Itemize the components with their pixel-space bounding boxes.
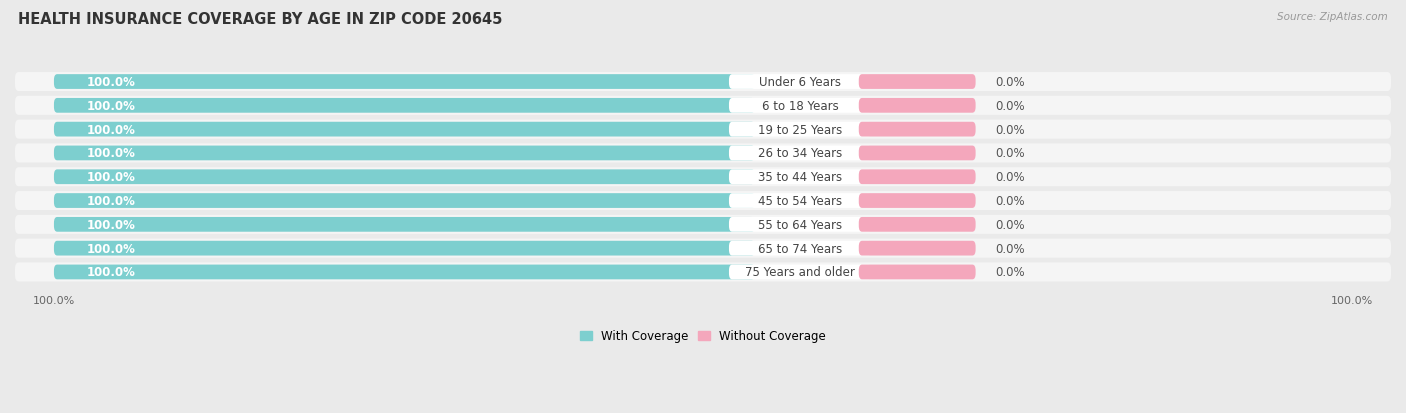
Text: 35 to 44 Years: 35 to 44 Years [758, 171, 842, 184]
FancyBboxPatch shape [728, 170, 872, 185]
FancyBboxPatch shape [15, 263, 1391, 282]
FancyBboxPatch shape [15, 144, 1391, 163]
Text: 0.0%: 0.0% [995, 100, 1025, 113]
FancyBboxPatch shape [728, 265, 872, 280]
Text: 100.0%: 100.0% [86, 242, 135, 255]
Text: 26 to 34 Years: 26 to 34 Years [758, 147, 842, 160]
FancyBboxPatch shape [728, 99, 872, 114]
FancyBboxPatch shape [53, 123, 755, 137]
Text: 100.0%: 100.0% [86, 100, 135, 113]
Text: 19 to 25 Years: 19 to 25 Years [758, 123, 842, 136]
Text: 6 to 18 Years: 6 to 18 Years [762, 100, 839, 113]
Text: Under 6 Years: Under 6 Years [759, 76, 841, 89]
FancyBboxPatch shape [728, 241, 872, 256]
Text: 0.0%: 0.0% [995, 242, 1025, 255]
FancyBboxPatch shape [728, 194, 872, 209]
Text: 0.0%: 0.0% [995, 147, 1025, 160]
FancyBboxPatch shape [728, 123, 872, 137]
FancyBboxPatch shape [728, 217, 872, 232]
FancyBboxPatch shape [859, 194, 976, 209]
FancyBboxPatch shape [15, 239, 1391, 258]
FancyBboxPatch shape [15, 192, 1391, 211]
FancyBboxPatch shape [15, 168, 1391, 187]
Text: 100.0%: 100.0% [86, 123, 135, 136]
Text: 0.0%: 0.0% [995, 218, 1025, 231]
Text: 0.0%: 0.0% [995, 266, 1025, 279]
Text: 45 to 54 Years: 45 to 54 Years [758, 195, 842, 208]
FancyBboxPatch shape [859, 217, 976, 232]
FancyBboxPatch shape [53, 170, 755, 185]
FancyBboxPatch shape [859, 170, 976, 185]
Text: 100.0%: 100.0% [86, 147, 135, 160]
FancyBboxPatch shape [859, 265, 976, 280]
FancyBboxPatch shape [15, 215, 1391, 234]
Text: 100.0%: 100.0% [86, 171, 135, 184]
FancyBboxPatch shape [53, 146, 755, 161]
Text: HEALTH INSURANCE COVERAGE BY AGE IN ZIP CODE 20645: HEALTH INSURANCE COVERAGE BY AGE IN ZIP … [18, 12, 503, 27]
Text: 100.0%: 100.0% [86, 218, 135, 231]
FancyBboxPatch shape [728, 75, 872, 90]
Text: 0.0%: 0.0% [995, 76, 1025, 89]
FancyBboxPatch shape [15, 120, 1391, 139]
Text: 65 to 74 Years: 65 to 74 Years [758, 242, 842, 255]
Text: 100.0%: 100.0% [86, 76, 135, 89]
FancyBboxPatch shape [53, 265, 755, 280]
FancyBboxPatch shape [15, 73, 1391, 92]
FancyBboxPatch shape [53, 217, 755, 232]
Text: 0.0%: 0.0% [995, 195, 1025, 208]
FancyBboxPatch shape [53, 75, 755, 90]
FancyBboxPatch shape [859, 123, 976, 137]
FancyBboxPatch shape [53, 241, 755, 256]
Text: 55 to 64 Years: 55 to 64 Years [758, 218, 842, 231]
FancyBboxPatch shape [15, 97, 1391, 116]
FancyBboxPatch shape [859, 99, 976, 114]
Text: 0.0%: 0.0% [995, 123, 1025, 136]
Text: 100.0%: 100.0% [86, 266, 135, 279]
FancyBboxPatch shape [859, 75, 976, 90]
FancyBboxPatch shape [53, 99, 755, 114]
Legend: With Coverage, Without Coverage: With Coverage, Without Coverage [575, 325, 831, 347]
Text: 75 Years and older: 75 Years and older [745, 266, 855, 279]
FancyBboxPatch shape [859, 241, 976, 256]
Text: Source: ZipAtlas.com: Source: ZipAtlas.com [1277, 12, 1388, 22]
Text: 100.0%: 100.0% [86, 195, 135, 208]
FancyBboxPatch shape [53, 194, 755, 209]
FancyBboxPatch shape [728, 146, 872, 161]
FancyBboxPatch shape [859, 146, 976, 161]
Text: 0.0%: 0.0% [995, 171, 1025, 184]
